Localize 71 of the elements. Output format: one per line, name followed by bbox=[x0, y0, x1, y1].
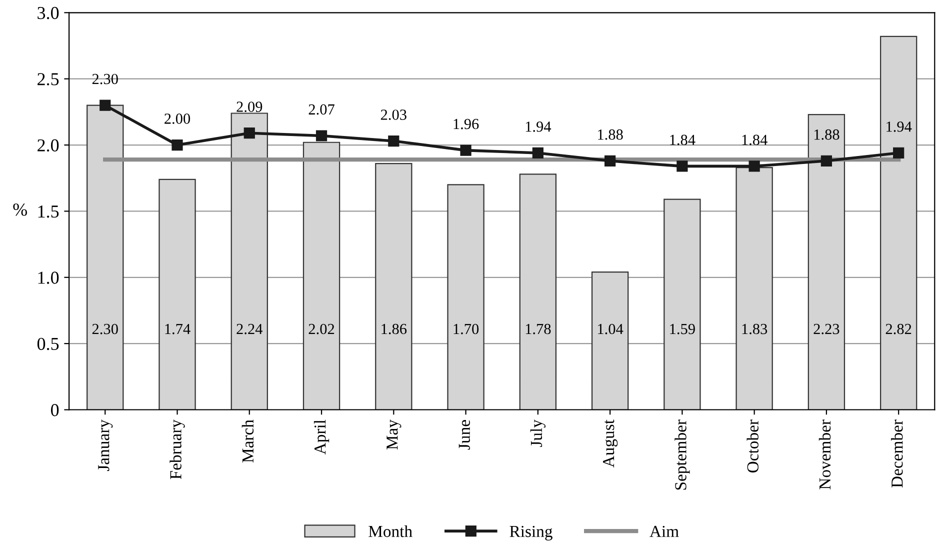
y-tick-label: 1.0 bbox=[38, 272, 59, 284]
point bbox=[244, 128, 255, 139]
x-tick-label: March bbox=[242, 420, 254, 462]
data-label: 1.88 bbox=[814, 129, 840, 140]
bar bbox=[880, 36, 918, 410]
y-tick-label: 2.0 bbox=[38, 139, 59, 152]
data-label: 2.82 bbox=[886, 324, 912, 334]
data-label: 2.23 bbox=[814, 324, 840, 334]
data-label: 2.07 bbox=[308, 104, 334, 115]
bar bbox=[302, 142, 340, 410]
point bbox=[388, 135, 400, 147]
bar bbox=[447, 184, 484, 410]
x-tick-label: December bbox=[891, 420, 903, 488]
legend-label: Aim bbox=[650, 526, 679, 537]
y-tick-label: 0 bbox=[50, 404, 59, 416]
data-label: 1.84 bbox=[742, 134, 768, 146]
data-label: 1.96 bbox=[454, 118, 479, 130]
bar bbox=[591, 272, 629, 410]
point bbox=[316, 130, 328, 142]
data-label: 1.78 bbox=[526, 324, 551, 334]
y-tick-label: 0.5 bbox=[37, 338, 59, 350]
bar bbox=[230, 112, 268, 410]
x-tick-label: April bbox=[314, 420, 330, 454]
point bbox=[748, 160, 760, 172]
data-label: 2.02 bbox=[308, 324, 334, 334]
bar bbox=[86, 104, 124, 410]
y-tick-label: 3.0 bbox=[38, 6, 59, 20]
bar bbox=[736, 166, 773, 410]
data-label: 1.88 bbox=[598, 129, 623, 140]
data-label: 2.00 bbox=[164, 114, 190, 124]
x-tick-label: November bbox=[818, 420, 831, 490]
bar bbox=[808, 114, 846, 410]
y-tick-label: 1.5 bbox=[38, 206, 59, 218]
point bbox=[676, 160, 688, 172]
bar bbox=[375, 162, 412, 410]
bar bbox=[158, 178, 196, 410]
bar bbox=[519, 174, 557, 410]
legend-label: Rising bbox=[510, 526, 552, 540]
data-label: 2.30 bbox=[92, 74, 118, 84]
x-tick-label: May bbox=[386, 420, 402, 450]
x-tick-label: February bbox=[170, 420, 185, 480]
data-label: 2.30 bbox=[92, 324, 118, 334]
point bbox=[820, 155, 832, 166]
bar bbox=[664, 198, 701, 410]
x-tick-label: August bbox=[603, 420, 618, 468]
point bbox=[460, 144, 472, 156]
x-tick-label: September bbox=[674, 420, 690, 490]
point bbox=[893, 147, 904, 159]
point bbox=[604, 155, 616, 166]
point bbox=[532, 147, 544, 159]
data-label: 2.03 bbox=[380, 110, 406, 120]
legend-label: Month bbox=[368, 525, 412, 538]
data-label: 2.09 bbox=[236, 102, 262, 112]
data-label: 1.94 bbox=[526, 122, 552, 132]
point bbox=[172, 139, 183, 151]
y-axis-title: % bbox=[13, 204, 28, 216]
data-label: 1.04 bbox=[598, 324, 624, 334]
data-label: 1.70 bbox=[454, 324, 479, 334]
x-tick-label: January bbox=[98, 420, 113, 471]
data-label: 1.94 bbox=[886, 122, 912, 132]
x-tick-label: July bbox=[530, 420, 546, 447]
data-label: 2.24 bbox=[236, 324, 263, 334]
data-label: 1.74 bbox=[165, 324, 190, 334]
data-label: 1.84 bbox=[670, 134, 696, 146]
data-label: 1.83 bbox=[742, 324, 768, 334]
data-label: 1.59 bbox=[670, 324, 695, 334]
x-tick-label: June bbox=[458, 420, 470, 450]
data-label: 1.86 bbox=[382, 324, 407, 334]
y-tick-label: 2.5 bbox=[38, 73, 59, 86]
x-tick-label: October bbox=[746, 420, 758, 472]
point bbox=[100, 100, 111, 111]
